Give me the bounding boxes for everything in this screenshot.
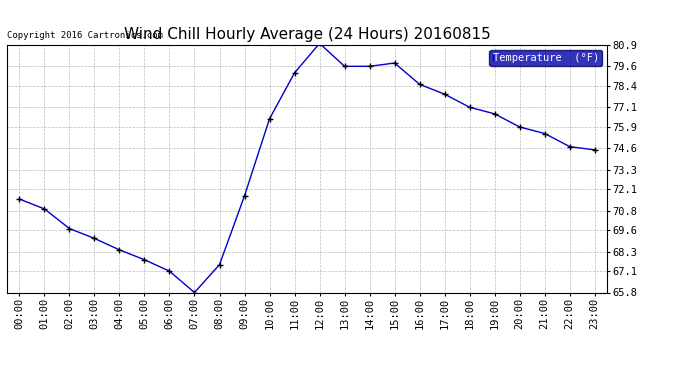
- Title: Wind Chill Hourly Average (24 Hours) 20160815: Wind Chill Hourly Average (24 Hours) 201…: [124, 27, 491, 42]
- Legend: Temperature  (°F): Temperature (°F): [489, 50, 602, 66]
- Text: Copyright 2016 Cartronics.com: Copyright 2016 Cartronics.com: [7, 31, 163, 40]
